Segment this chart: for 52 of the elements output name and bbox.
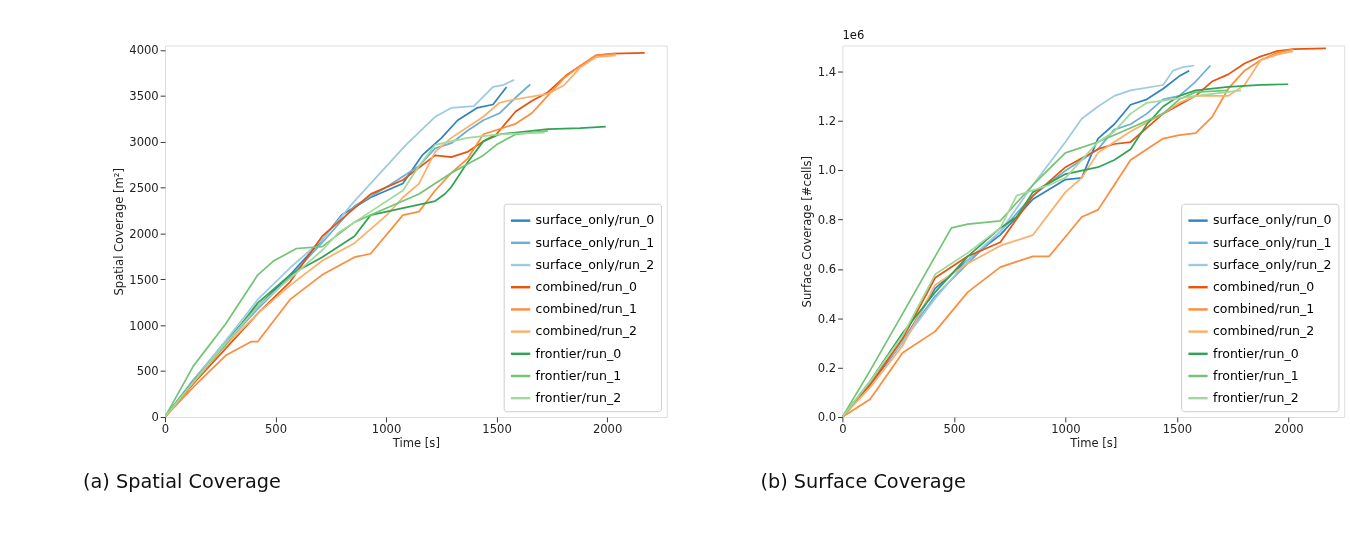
y-tick-label: 500 bbox=[136, 364, 159, 379]
y-tick-label: 0 bbox=[151, 410, 159, 425]
y-tick-label: 3500 bbox=[129, 89, 159, 104]
y-tick-label: 1500 bbox=[129, 272, 159, 287]
y-axis-title: Spatial Coverage [m²] bbox=[111, 167, 126, 296]
x-tick-label: 1500 bbox=[482, 421, 512, 436]
legend-label: surface_only/run_2 bbox=[1212, 256, 1332, 272]
y-tick-label: 4000 bbox=[129, 43, 159, 58]
y-tick-label: 1.2 bbox=[817, 114, 837, 129]
y-tick-label: 0.6 bbox=[817, 262, 837, 277]
legend-label: frontier/run_1 bbox=[535, 367, 622, 383]
legend-label: combined/run_1 bbox=[535, 301, 637, 317]
y-tick-label: 0.0 bbox=[817, 410, 837, 425]
y-axis-title: Surface Coverage [#cells] bbox=[799, 156, 814, 308]
legend-label: surface_only/run_2 bbox=[535, 256, 655, 272]
text: (a) Spatial Coverage bbox=[82, 470, 281, 494]
legend-label: frontier/run_1 bbox=[1212, 367, 1299, 383]
x-axis-title: Time [s] bbox=[1069, 436, 1118, 451]
x-tick-label: 500 bbox=[943, 421, 966, 436]
legend-label: surface_only/run_0 bbox=[1212, 212, 1332, 228]
y-tick-label: 1000 bbox=[129, 318, 159, 333]
legend-label: surface_only/run_1 bbox=[1212, 234, 1332, 250]
x-tick-label: 2000 bbox=[1274, 421, 1304, 436]
legend-label: combined/run_0 bbox=[1212, 279, 1315, 295]
x-tick-label: 0 bbox=[839, 421, 847, 436]
x-tick-label: 500 bbox=[264, 421, 288, 436]
y-tick-label: 0.4 bbox=[817, 311, 837, 326]
x-tick-label: 1500 bbox=[1162, 421, 1193, 436]
x-tick-label: 1000 bbox=[371, 421, 402, 436]
legend-label: frontier/run_2 bbox=[535, 390, 622, 406]
legend-label: combined/run_2 bbox=[535, 323, 637, 339]
y-tick-label: 3000 bbox=[129, 135, 159, 150]
legend-label: combined/run_1 bbox=[1212, 301, 1315, 317]
legend-label: frontier/run_0 bbox=[1212, 345, 1299, 361]
legend-label: frontier/run_2 bbox=[1212, 390, 1299, 406]
text: 1e6 bbox=[842, 27, 865, 42]
legend-label: combined/run_0 bbox=[535, 279, 637, 295]
x-tick-label: 2000 bbox=[592, 421, 623, 436]
y-tick-label: 1.0 bbox=[817, 163, 837, 178]
x-axis-title: Time [s] bbox=[391, 436, 440, 451]
legend-label: surface_only/run_0 bbox=[535, 212, 655, 228]
y-tick-label: 0.2 bbox=[817, 360, 837, 375]
y-tick-label: 0.8 bbox=[817, 212, 837, 227]
legend-label: surface_only/run_1 bbox=[535, 234, 655, 250]
y-tick-label: 2000 bbox=[129, 226, 159, 241]
text: (b) Surface Coverage bbox=[760, 470, 966, 494]
y-tick-label: 2500 bbox=[129, 181, 159, 196]
legend-label: combined/run_2 bbox=[1212, 323, 1315, 339]
x-tick-label: 1000 bbox=[1051, 421, 1081, 436]
x-tick-label: 0 bbox=[161, 421, 170, 436]
y-tick-label: 1.4 bbox=[817, 64, 837, 79]
legend-label: frontier/run_0 bbox=[535, 345, 622, 361]
